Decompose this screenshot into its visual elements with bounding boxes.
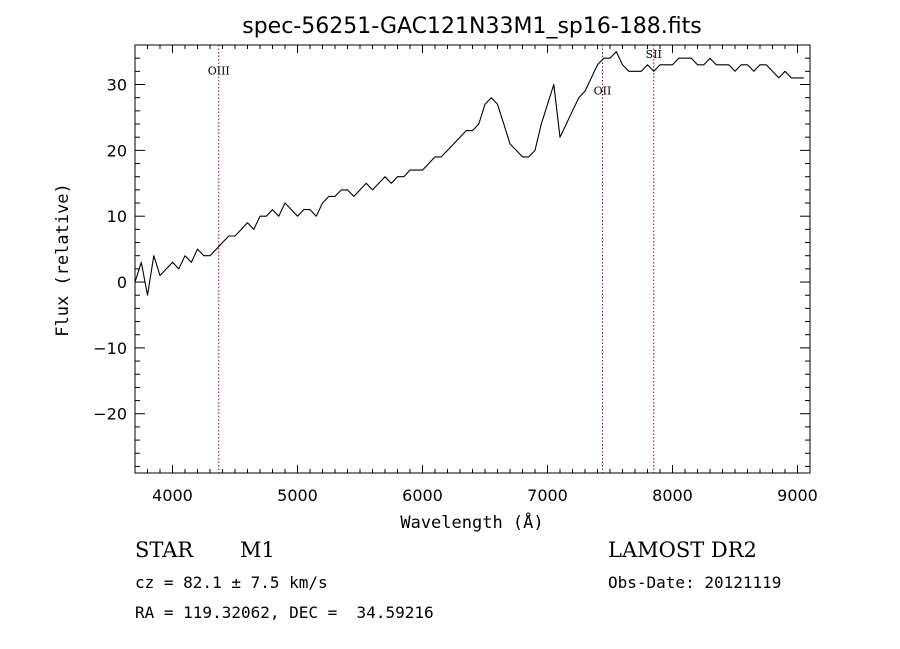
x-axis-label: Wavelength (Å) — [400, 511, 543, 533]
axis-ticks: 4000 5000 6000 7000 8000 9000 −20 −10 0 10 20 30 — [93, 45, 818, 505]
x-tick-label: 7000 — [527, 486, 568, 505]
y-tick-label: 10 — [107, 207, 127, 226]
object-subclass: M1 — [240, 538, 275, 562]
spectrum-series — [134, 51, 804, 296]
x-tick-label: 8000 — [652, 486, 693, 505]
spectral-line-markers: OIII OII SII — [208, 45, 662, 473]
spectral-line-label: OII — [594, 84, 612, 97]
y-axis-label: Flux (relative) — [53, 183, 73, 337]
x-tick-label: 9000 — [777, 486, 818, 505]
y-tick-label: −20 — [93, 405, 127, 424]
spectral-line-label: OIII — [208, 65, 230, 78]
survey-name: LAMOST DR2 — [608, 538, 757, 562]
plot-frame — [134, 44, 811, 474]
y-tick-label: 0 — [117, 273, 127, 292]
object-class: STAR — [135, 538, 194, 562]
y-tick-label: 20 — [107, 141, 127, 160]
chart-title: spec-56251-GAC121N33M1_sp16-188.fits — [242, 14, 702, 39]
observation-date: Obs-Date: 20121119 — [608, 573, 782, 592]
spectral-line-label: SII — [646, 48, 662, 61]
redshift-velocity: cz = 82.1 ± 7.5 km/s — [135, 573, 328, 592]
x-tick-label: 6000 — [402, 486, 443, 505]
x-tick-label: 4000 — [152, 486, 193, 505]
y-tick-label: 30 — [107, 76, 127, 95]
spectrum-line — [134, 51, 804, 296]
x-tick-label: 5000 — [277, 486, 318, 505]
y-tick-label: −10 — [93, 339, 127, 358]
sky-coordinates: RA = 119.32062, DEC = 34.59216 — [135, 603, 434, 622]
